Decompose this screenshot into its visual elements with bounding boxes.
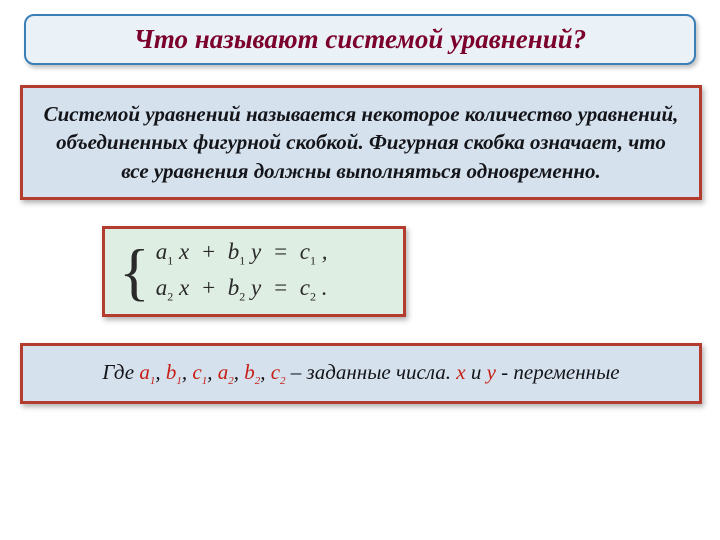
where-suffix: - переменные — [501, 360, 619, 384]
c1: a — [139, 360, 150, 384]
c6s: 2 — [280, 375, 286, 387]
c4s: 2 — [228, 375, 234, 387]
eq1-tail: , — [316, 239, 328, 264]
equation-1: a1 x + b1 y = c1 , — [156, 239, 328, 269]
eq2-x: x — [179, 275, 189, 300]
eq1-a: a — [156, 239, 168, 264]
definition-box: Системой уравнений называется некоторое … — [20, 85, 702, 200]
where-and: и — [471, 360, 487, 384]
where-prefix: Где — [102, 360, 139, 384]
c1s: 1 — [150, 375, 156, 387]
eq2-a-sub: 2 — [167, 289, 173, 303]
eq1-b-sub: 1 — [239, 254, 245, 268]
curly-brace-icon: { — [119, 243, 150, 301]
eq2-b: b — [228, 275, 240, 300]
var-y: y — [487, 360, 496, 384]
c5s: 2 — [255, 375, 261, 387]
coef-c2: c2 — [271, 360, 286, 384]
coef-a2: a2 — [218, 360, 234, 384]
c6: c — [271, 360, 280, 384]
eq2-b-sub: 2 — [239, 289, 245, 303]
formula-box: { a1 x + b1 y = c1 , a2 x + b2 y = c2 . — [102, 226, 406, 317]
equation-2: a2 x + b2 y = c2 . — [156, 275, 328, 305]
equation-system: a1 x + b1 y = c1 , a2 x + b2 y = c2 . — [156, 239, 328, 304]
title-text: Что называют системой уравнений? — [134, 24, 587, 54]
c2s: 1 — [176, 375, 182, 387]
definition-text: Системой уравнений называется некоторое … — [44, 102, 679, 183]
eq1-y: y — [251, 239, 261, 264]
eq2-y: y — [251, 275, 261, 300]
where-mid: – заданные числа. — [291, 360, 456, 384]
eq1-b: b — [228, 239, 240, 264]
eq1-c: c — [300, 239, 310, 264]
title-box: Что называют системой уравнений? — [24, 14, 696, 65]
coef-b1: b1 — [166, 360, 182, 384]
eq2-c: c — [300, 275, 310, 300]
eq2-a: a — [156, 275, 168, 300]
c3: c — [192, 360, 201, 384]
c2: b — [166, 360, 177, 384]
c5: b — [244, 360, 255, 384]
coef-b2: b2 — [244, 360, 260, 384]
c4: a — [218, 360, 229, 384]
c3s: 1 — [202, 375, 208, 387]
var-x: x — [456, 360, 465, 384]
coef-c1: c1 — [192, 360, 207, 384]
coef-a1: a1 — [139, 360, 155, 384]
eq1-a-sub: 1 — [167, 254, 173, 268]
eq1-x: x — [179, 239, 189, 264]
where-box: Где a1, b1, c1, a2, b2, c2 – заданные чи… — [20, 343, 702, 404]
eq2-tail: . — [316, 275, 328, 300]
